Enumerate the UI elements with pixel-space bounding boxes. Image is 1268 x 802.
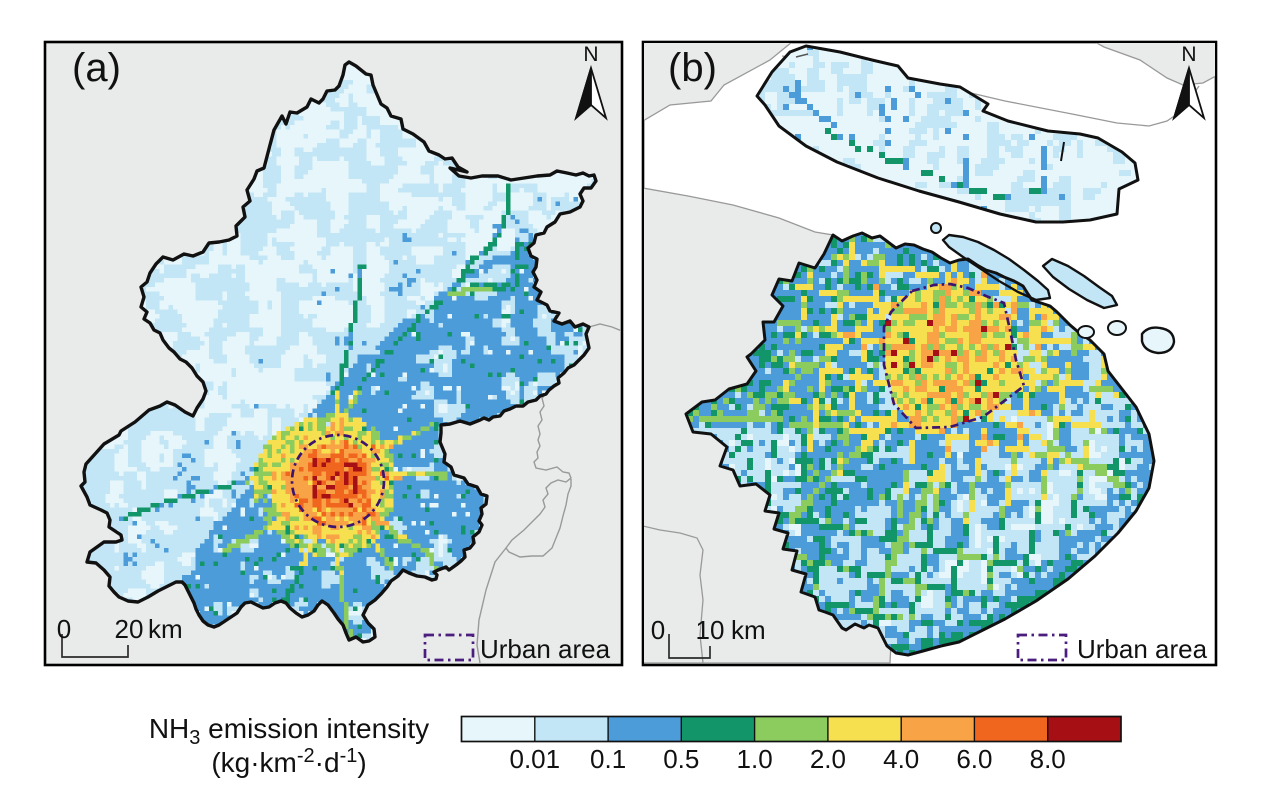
- svg-text:0.1: 0.1: [590, 744, 626, 774]
- svg-text:N: N: [1181, 43, 1196, 66]
- svg-text:1.0: 1.0: [737, 744, 773, 774]
- svg-text:20: 20: [115, 614, 144, 644]
- svg-text:Urban area: Urban area: [1077, 634, 1208, 664]
- svg-text:0: 0: [651, 615, 665, 645]
- svg-text:km: km: [731, 615, 766, 645]
- svg-text:8.0: 8.0: [1030, 744, 1066, 774]
- svg-text:6.0: 6.0: [956, 744, 992, 774]
- svg-text:0.5: 0.5: [663, 744, 699, 774]
- svg-text:N: N: [583, 43, 598, 66]
- svg-text:Urban area: Urban area: [480, 634, 611, 664]
- svg-text:2.0: 2.0: [810, 744, 846, 774]
- svg-text:0.01: 0.01: [509, 744, 560, 774]
- svg-text:0: 0: [57, 614, 71, 644]
- svg-text:(b): (b): [668, 46, 717, 90]
- svg-text:km: km: [148, 614, 183, 644]
- svg-text:4.0: 4.0: [883, 744, 919, 774]
- svg-text:10: 10: [696, 615, 725, 645]
- svg-text:(a): (a): [72, 46, 121, 90]
